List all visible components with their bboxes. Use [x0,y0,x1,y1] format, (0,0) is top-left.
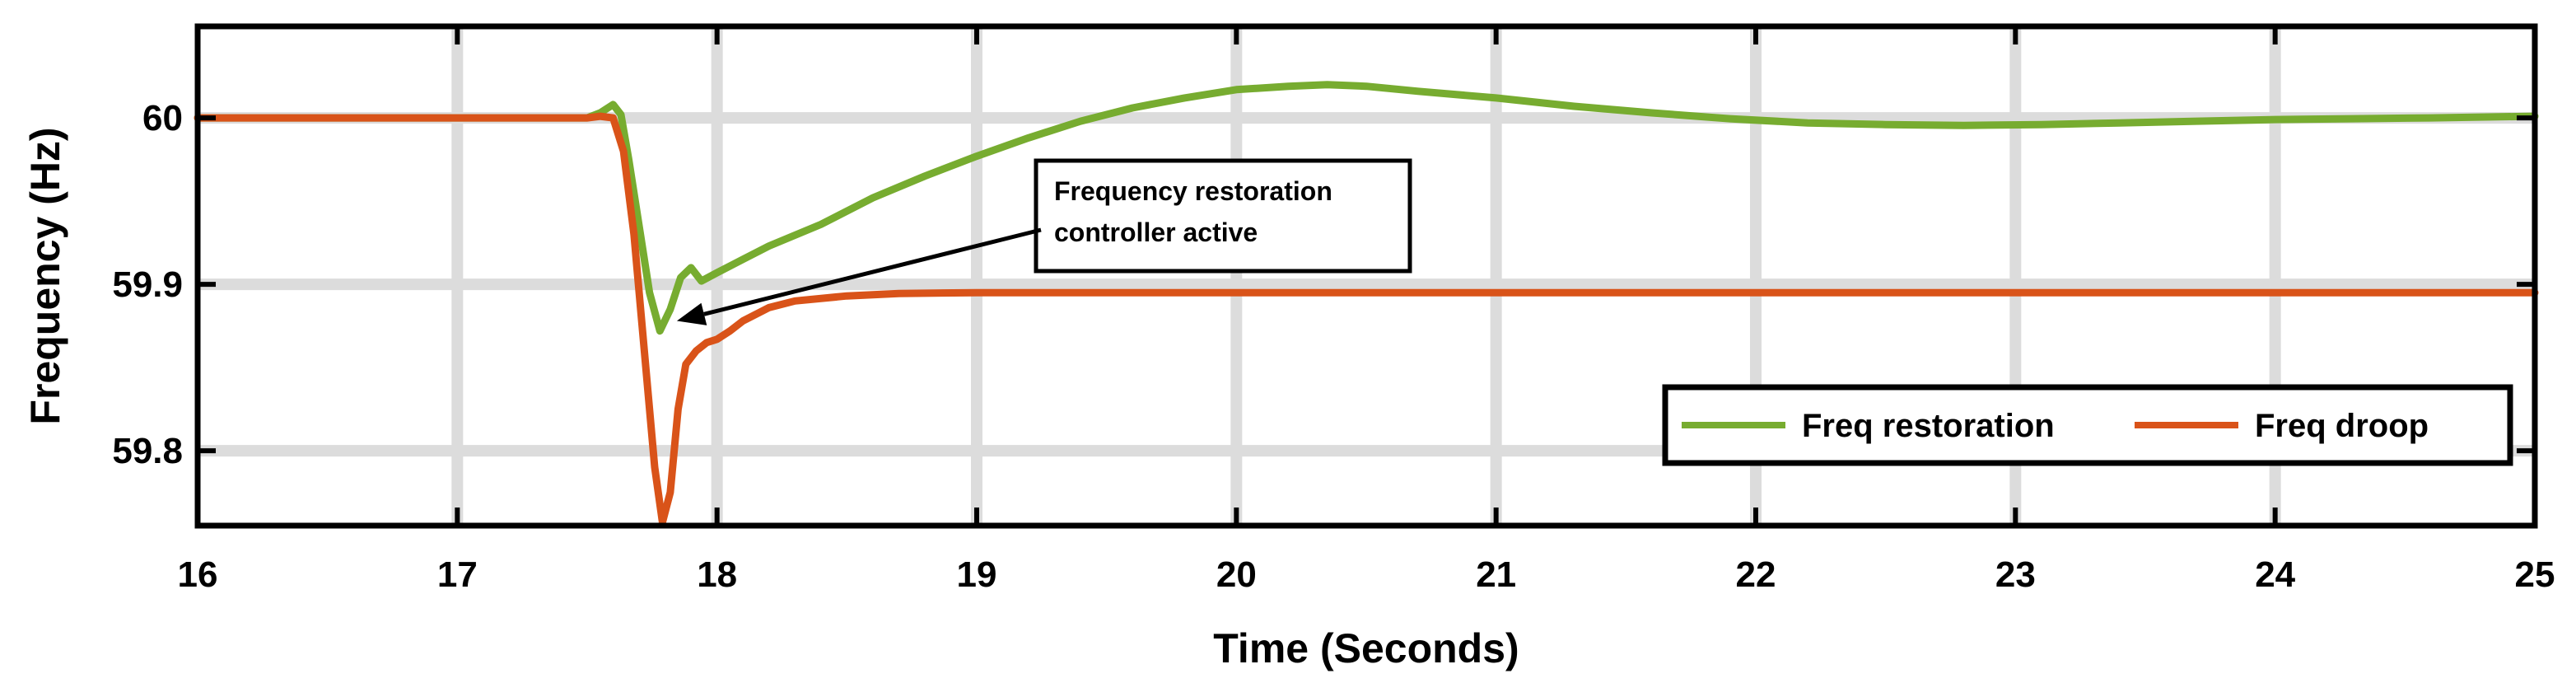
y-axis-label: Frequency (Hz) [22,127,68,424]
plot-frame [194,23,2538,529]
series-line-freq-restoration [194,81,2539,335]
series-layer [194,81,2539,526]
y-tick-label-2: 60 [142,98,183,138]
x-tick-labels: 16 17 18 19 20 21 22 23 24 25 [178,554,2555,595]
x-tick-label-18: 18 [697,554,737,595]
x-tick-label-19: 19 [957,554,997,595]
tick-marks [195,26,2537,526]
x-tick-label-23: 23 [1995,554,2036,595]
legend: Freq restoration Freq droop [1662,384,2513,466]
annotation-box [1034,158,1412,274]
legend-label-freq-droop: Freq droop [2255,408,2429,444]
legend-box [1662,384,2513,466]
annotation: Frequency restoration controller active [676,158,1412,325]
x-tick-label-20: 20 [1216,554,1257,595]
annotation-arrowhead [676,302,707,325]
x-axis-label: Time (Seconds) [1213,625,1519,671]
legend-label-freq-restoration: Freq restoration [1802,408,2055,444]
annotation-arrow [703,227,1042,316]
y-tick-label-0: 59.8 [112,431,183,471]
annotation-line-1: Frequency restoration [1054,176,1332,206]
x-tick-label-21: 21 [1476,554,1516,595]
x-tick-label-25: 25 [2515,554,2555,595]
x-tick-label-16: 16 [178,554,218,595]
x-tick-label-22: 22 [1736,554,1776,595]
series-line-freq-droop [194,112,2539,526]
x-tick-label-17: 17 [437,554,478,595]
y-tick-label-1: 59.9 [112,264,183,305]
annotation-line-2: controller active [1054,218,1258,247]
y-tick-labels: 59.8 59.9 60 [112,98,183,471]
x-tick-label-24: 24 [2255,554,2295,595]
